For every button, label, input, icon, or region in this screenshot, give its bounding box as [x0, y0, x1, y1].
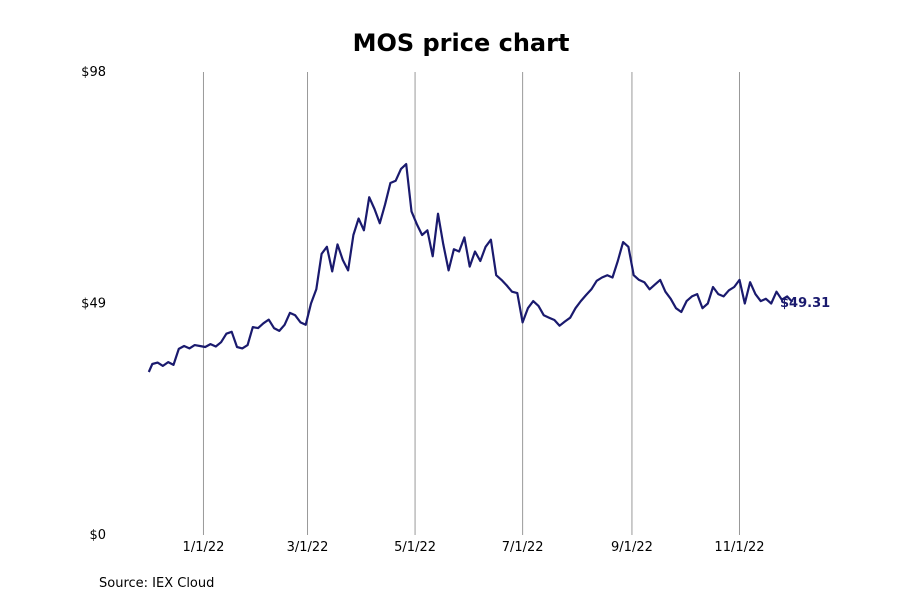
series-layer [147, 163, 794, 373]
x-tick-label-2: 5/1/22 [394, 540, 436, 555]
last-value-label: $49.31 [780, 296, 830, 311]
x-tick-label-3: 7/1/22 [502, 540, 544, 555]
x-tick-label-0: 1/1/22 [183, 540, 225, 555]
y-axis: $0 $49 $98 [81, 65, 106, 543]
price-series-line-0 [147, 163, 794, 373]
chart-title: MOS price chart [353, 29, 570, 57]
x-axis: 1/1/22 3/1/22 5/1/22 7/1/22 9/1/22 11/1/22 [183, 540, 765, 555]
x-tick-label-1: 3/1/22 [287, 540, 329, 555]
x-tick-label-4: 9/1/22 [611, 540, 653, 555]
y-tick-label-2: $98 [81, 65, 106, 80]
source-note: Source: IEX Cloud [99, 576, 214, 591]
grid-lines [202, 72, 740, 535]
x-tick-label-5: 11/1/22 [714, 540, 764, 555]
y-tick-label-0: $0 [89, 528, 106, 543]
y-tick-label-1: $49 [81, 297, 106, 312]
